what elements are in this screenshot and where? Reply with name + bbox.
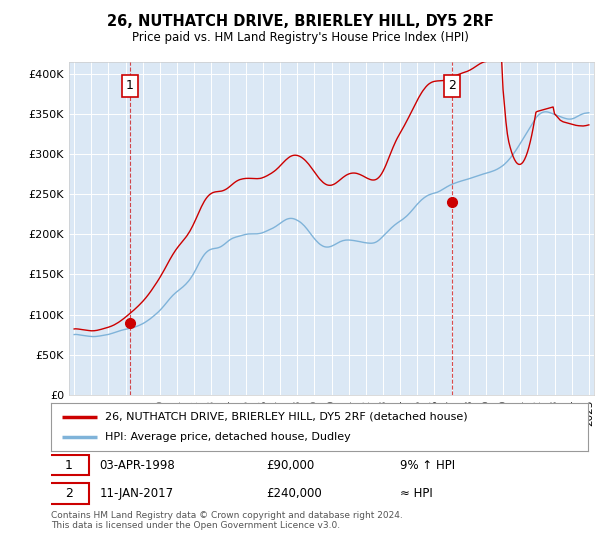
Text: £240,000: £240,000: [266, 487, 322, 500]
Text: 1: 1: [65, 459, 73, 472]
Text: £90,000: £90,000: [266, 459, 314, 472]
Text: 1: 1: [126, 79, 134, 92]
Text: ≈ HPI: ≈ HPI: [400, 487, 433, 500]
FancyBboxPatch shape: [49, 455, 89, 475]
FancyBboxPatch shape: [49, 483, 89, 503]
Text: 11-JAN-2017: 11-JAN-2017: [100, 487, 173, 500]
Text: 26, NUTHATCH DRIVE, BRIERLEY HILL, DY5 2RF (detached house): 26, NUTHATCH DRIVE, BRIERLEY HILL, DY5 2…: [105, 412, 467, 422]
Text: Price paid vs. HM Land Registry's House Price Index (HPI): Price paid vs. HM Land Registry's House …: [131, 31, 469, 44]
Text: 2: 2: [448, 79, 456, 92]
Text: 2: 2: [65, 487, 73, 500]
Text: 9% ↑ HPI: 9% ↑ HPI: [400, 459, 455, 472]
Text: Contains HM Land Registry data © Crown copyright and database right 2024.
This d: Contains HM Land Registry data © Crown c…: [51, 511, 403, 530]
Text: 26, NUTHATCH DRIVE, BRIERLEY HILL, DY5 2RF: 26, NUTHATCH DRIVE, BRIERLEY HILL, DY5 2…: [107, 14, 493, 29]
Text: 03-APR-1998: 03-APR-1998: [100, 459, 175, 472]
Text: HPI: Average price, detached house, Dudley: HPI: Average price, detached house, Dudl…: [105, 432, 350, 442]
